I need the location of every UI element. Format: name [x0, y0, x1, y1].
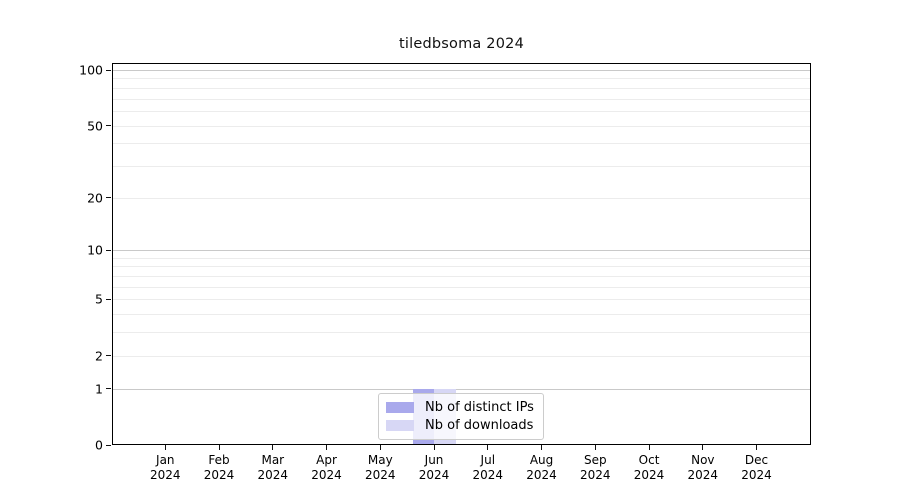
y-tick-mark	[106, 298, 111, 301]
x-tick-month: Feb	[208, 453, 230, 467]
y-tick-mark	[106, 197, 111, 199]
x-tick-month: Apr	[316, 453, 337, 467]
x-tick-mark	[541, 445, 543, 450]
y-tick-label: 50	[87, 118, 103, 134]
x-tick-year: 2024	[741, 468, 772, 482]
x-tick-month: Mar	[261, 453, 285, 467]
minor-gridline	[112, 110, 811, 112]
minor-gridline	[112, 143, 811, 145]
y-tick-mark	[106, 355, 111, 357]
plot-area: 0 1 2 5 10 20 50 100 Jan 2024 Feb 2024 Mar 2024 Apr 202…	[79, 63, 811, 482]
legend-item: Nb of distinct IPs	[386, 399, 534, 416]
x-tick-label: Mar 2024	[258, 453, 289, 483]
x-tick-month: May	[367, 453, 393, 467]
y-tick-label: 100	[79, 62, 103, 78]
minor-gridline	[112, 266, 811, 268]
x-tick-month: Dec	[744, 453, 769, 467]
x-tick-label: Aug 2024	[526, 453, 557, 483]
x-tick-mark	[594, 445, 596, 450]
gridlines-layer	[112, 63, 811, 445]
x-tick-label: Jun 2024	[419, 453, 450, 483]
minor-gridline	[112, 197, 811, 199]
x-tick-label: Jan 2024	[150, 453, 181, 483]
minor-gridline	[112, 98, 811, 100]
minor-gridline	[112, 125, 811, 127]
legend-swatch	[386, 420, 414, 432]
minor-gridline	[112, 78, 811, 80]
x-tick-month: Oct	[638, 453, 660, 467]
y-tick-label: 5	[95, 291, 103, 307]
x-tick-year: 2024	[687, 468, 719, 482]
legend-item: Nb of downloads	[386, 418, 534, 435]
minor-gridline	[112, 332, 811, 334]
minor-gridline	[112, 165, 811, 167]
minor-gridline	[112, 299, 811, 301]
x-tick-year: 2024	[580, 468, 611, 482]
x-tick-year: 2024	[257, 468, 289, 482]
x-tick-year: 2024	[418, 468, 450, 482]
major-gridline	[112, 250, 811, 252]
y-tick-mark	[106, 69, 111, 71]
x-tick-mark	[702, 445, 704, 450]
chart-title: tiledbsoma 2024	[398, 36, 525, 52]
x-tick-month: Jan	[156, 453, 175, 467]
x-tick-mark	[379, 445, 381, 450]
x-tick-mark	[164, 445, 166, 450]
x-tick-month: Nov	[691, 453, 715, 467]
y-tick-mark	[106, 388, 111, 390]
legend: Nb of distinct IPs Nb of downloads	[378, 393, 544, 440]
x-tick-label: Jul 2024	[473, 453, 504, 483]
x-tick-year: 2024	[633, 468, 665, 482]
x-tick-mark	[487, 445, 489, 450]
x-tick-month: Sep	[583, 453, 607, 467]
minor-gridline	[112, 355, 811, 357]
y-tick-mark	[106, 249, 111, 251]
major-gridline	[112, 70, 811, 72]
y-tick-label: 20	[87, 190, 103, 206]
x-tick-year: 2024	[365, 468, 396, 482]
y-tick-mark	[106, 125, 111, 127]
x-tick-mark	[756, 445, 758, 450]
x-tick-label: Dec 2024	[741, 453, 772, 483]
x-tick-label: Feb 2024	[204, 453, 235, 483]
y-tick-label: 2	[95, 348, 103, 364]
minor-gridline	[112, 257, 811, 259]
y-tick-label: 0	[95, 437, 103, 453]
bars-layer	[112, 63, 811, 445]
x-tick-mark	[218, 445, 220, 450]
x-tick-mark	[326, 445, 328, 450]
x-tick-label: Nov 2024	[688, 453, 719, 483]
x-tick-month: Jun	[424, 453, 444, 467]
minor-gridline	[112, 286, 811, 288]
minor-gridline	[112, 314, 811, 316]
x-tick-label: May 2024	[365, 453, 396, 483]
x-tick-year: 2024	[526, 468, 557, 482]
legend-label: Nb of downloads	[425, 418, 534, 434]
x-tick-mark	[433, 445, 435, 450]
x-tick-mark	[272, 445, 274, 450]
x-tick-label: Apr 2024	[311, 453, 342, 483]
minor-gridline	[112, 87, 811, 89]
legend-label: Nb of distinct IPs	[425, 399, 534, 415]
x-tick-label: Oct 2024	[634, 453, 665, 483]
x-tick-mark	[648, 445, 650, 450]
x-tick-year: 2024	[311, 468, 342, 482]
x-tick-month: Jul	[480, 453, 496, 467]
x-tick-year: 2024	[203, 468, 235, 482]
x-tick-year: 2024	[150, 468, 181, 482]
axes-layer: 0 1 2 5 10 20 50 100 Jan 2024 Feb 2024 Mar 2024 Apr 202…	[79, 63, 811, 482]
minor-gridline	[112, 276, 811, 278]
x-tick-month: Aug	[529, 453, 554, 467]
x-tick-label: Sep 2024	[580, 453, 611, 483]
y-tick-label: 1	[95, 381, 103, 397]
x-tick-year: 2024	[472, 468, 504, 482]
major-gridline	[112, 388, 811, 390]
y-tick-mark	[106, 444, 111, 446]
legend-swatch	[386, 401, 414, 413]
y-tick-label: 10	[87, 242, 103, 258]
